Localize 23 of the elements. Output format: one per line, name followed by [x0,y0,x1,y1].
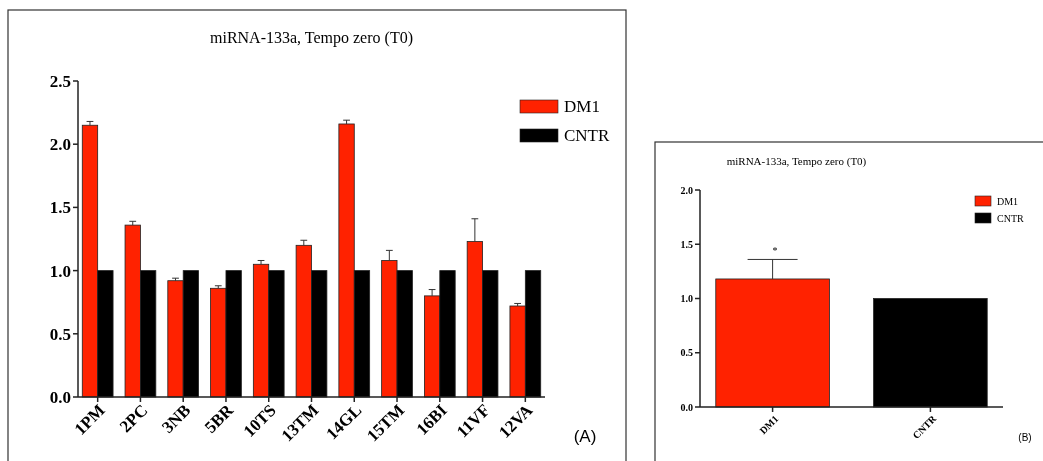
y-tick-label: 0.0 [680,401,693,413]
y-tick-label: 1.5 [680,238,693,250]
x-tick-label: 2PC [116,400,152,437]
chart-title: miRNA-133a, Tempo zero (T0) [726,155,867,168]
y-tick-label: 2.0 [49,135,71,155]
y-tick-label: 2.0 [680,184,693,196]
legend-label: DM1 [997,195,1019,207]
y-tick-label: 1.0 [49,261,71,281]
legend-label: CNTR [564,126,610,146]
chart-title: miRNA-133a, Tempo zero (T0) [210,29,413,47]
y-tick-label: 0.5 [680,347,693,359]
x-tick-label: 5BR [200,400,238,437]
y-tick-label: 0.0 [49,387,71,407]
y-tick-label: 0.5 [49,324,71,344]
y-tick-label: 2.5 [49,71,71,91]
x-tick-label: 3NB [158,400,195,437]
legend-label: CNTR [997,212,1024,224]
text: (A) [573,427,597,446]
y-tick-label: 1.5 [49,198,71,218]
text: (B) [1018,432,1032,443]
legend-label: DM1 [564,97,600,117]
y-tick-label: 1.0 [680,293,693,304]
annotation: * [772,245,778,256]
